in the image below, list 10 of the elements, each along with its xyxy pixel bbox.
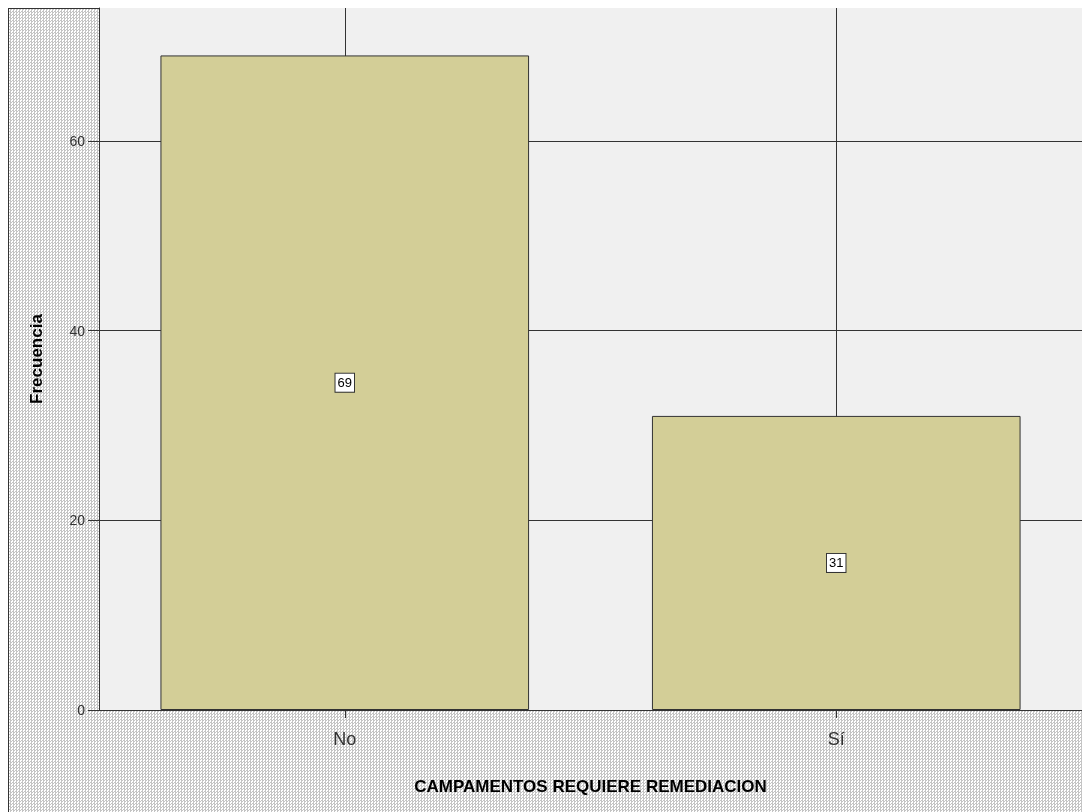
- y-tick-label: 40: [69, 322, 86, 339]
- y-tick-label: 60: [69, 132, 86, 149]
- y-tick-label: 20: [69, 512, 86, 529]
- y-tick-label: 0: [77, 702, 86, 718]
- data-label: 69: [337, 375, 352, 391]
- x-tick-label: Sí: [827, 729, 845, 749]
- y-axis-title: Frecuencia: [27, 313, 46, 404]
- x-axis-title: CAMPAMENTOS REQUIERE REMEDIACION: [414, 777, 767, 796]
- x-tick-label: No: [333, 729, 357, 749]
- data-label: 31: [829, 555, 844, 571]
